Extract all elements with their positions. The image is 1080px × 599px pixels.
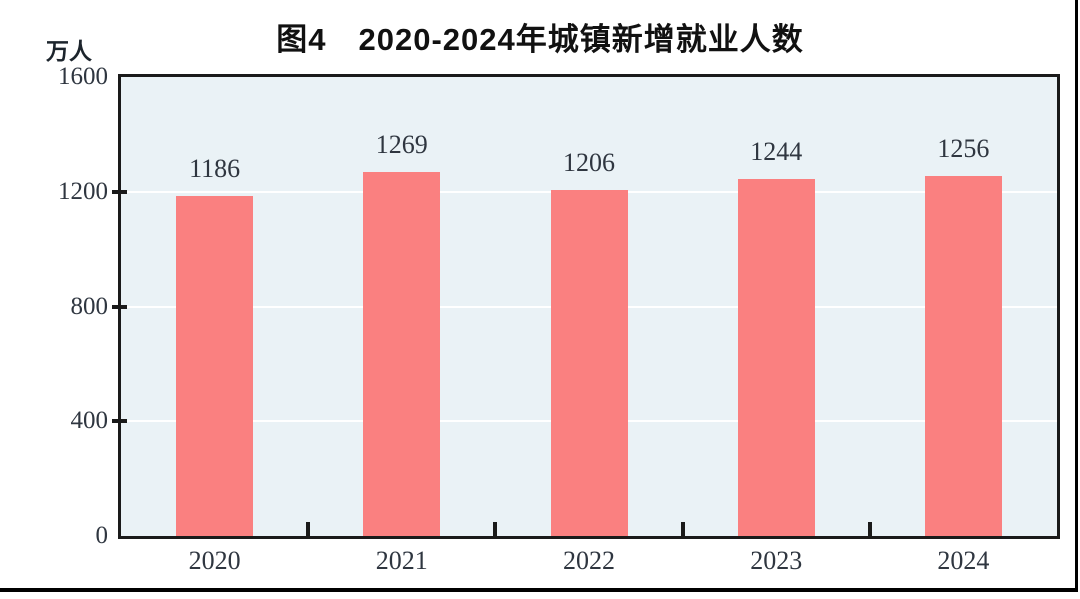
- bar-2022: [550, 190, 628, 536]
- bar-2020: [176, 195, 254, 536]
- page-frame-right-line: [1075, 0, 1078, 592]
- x-axis-tick-3: [680, 522, 685, 536]
- bar-value-label-2020: 1186: [189, 153, 241, 183]
- x-axis-tick-1: [306, 522, 311, 536]
- y-axis-tick-label-800: 800: [70, 292, 109, 320]
- bar-2024: [924, 175, 1002, 536]
- page-frame-bottom-line: [0, 588, 1078, 592]
- y-axis-tick-label-1600: 1600: [58, 63, 108, 90]
- bar-value-label-2021: 1269: [375, 129, 428, 159]
- x-axis-label-2021: 2021: [375, 546, 428, 575]
- x-axis-tick-4: [867, 522, 872, 536]
- y-axis-tick-1200: [112, 189, 127, 194]
- bar-value-label-2023: 1244: [750, 137, 803, 167]
- bar-2021: [363, 171, 441, 536]
- x-axis-label-2023: 2023: [750, 546, 803, 575]
- x-axis-tick-2: [493, 522, 498, 536]
- y-axis-tick-400: [112, 419, 127, 424]
- bar-2023: [737, 179, 815, 536]
- bar-value-label-2022: 1206: [563, 148, 615, 178]
- bar-value-label-2024: 1256: [937, 133, 990, 163]
- y-axis-tick-800: [112, 304, 127, 309]
- x-axis-label-2022: 2022: [563, 546, 615, 575]
- y-axis-tick-label-0: 0: [95, 522, 109, 549]
- y-axis-tick-label-400: 400: [70, 407, 109, 435]
- chart-title: 图4 2020-2024年城镇新增就业人数: [276, 22, 804, 57]
- x-axis-label-2024: 2024: [937, 546, 990, 575]
- y-axis-unit-label: 万人: [46, 38, 92, 64]
- plot-area: [118, 74, 1060, 539]
- x-axis-label-2020: 2020: [188, 546, 241, 575]
- y-axis-tick-label-1200: 1200: [58, 177, 108, 205]
